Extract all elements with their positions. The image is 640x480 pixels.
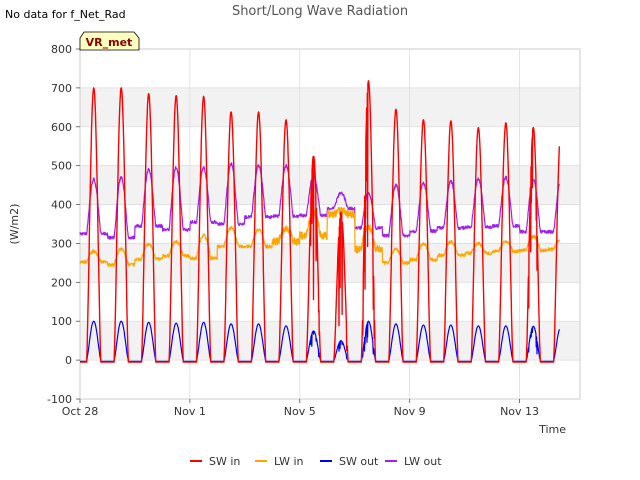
chart-title: Short/Long Wave Radiation bbox=[232, 4, 408, 19]
y-tick-label: -100 bbox=[47, 393, 72, 406]
y-tick-label: 500 bbox=[51, 160, 72, 173]
x-tick-label: Nov 13 bbox=[500, 405, 539, 418]
band bbox=[80, 321, 580, 361]
y-tick-label: 100 bbox=[51, 315, 72, 328]
y-axis-label: (W/m2) bbox=[8, 204, 21, 245]
vr-met-badge: VR_met bbox=[79, 31, 140, 51]
y-tick-label: 700 bbox=[51, 82, 72, 95]
x-axis-label: Time bbox=[538, 423, 566, 436]
band bbox=[80, 243, 580, 283]
series-line-lw-out bbox=[79, 162, 560, 240]
y-tick-label: 600 bbox=[51, 121, 72, 134]
y-tick-label: 0 bbox=[65, 354, 72, 367]
y-tick-label: 800 bbox=[51, 43, 72, 56]
series-line-sw-out bbox=[79, 320, 560, 362]
badge-shape bbox=[79, 31, 140, 51]
legend-label: SW in bbox=[209, 455, 240, 468]
legend-label: LW out bbox=[404, 455, 442, 468]
series-group bbox=[79, 80, 560, 363]
series-line-sw-in bbox=[79, 80, 560, 363]
y-tick-label: 300 bbox=[51, 237, 72, 250]
badge-label: VR_met bbox=[86, 36, 133, 49]
x-tick-label: Nov 9 bbox=[394, 405, 426, 418]
no-data-note: No data for f_Net_Rad bbox=[5, 8, 126, 21]
x-tick-label: Nov 5 bbox=[284, 405, 316, 418]
band bbox=[80, 87, 580, 127]
legend-label: SW out bbox=[339, 455, 379, 468]
legend: SW in LW in SW out LW out bbox=[190, 455, 442, 468]
x-axis: Oct 28 Nov 1 Nov 5 Nov 9 Nov 13 bbox=[62, 399, 539, 418]
band bbox=[80, 165, 580, 205]
x-tick-label: Nov 1 bbox=[174, 405, 206, 418]
y-tick-label: 200 bbox=[51, 276, 72, 289]
legend-label: LW in bbox=[274, 455, 304, 468]
plot-frame bbox=[79, 48, 581, 400]
x-tick-label: Oct 28 bbox=[62, 405, 99, 418]
y-tick-label: 400 bbox=[51, 199, 72, 212]
series-line-lw-in bbox=[79, 206, 560, 267]
y-axis: -100 0 100 200 300 400 500 600 700 800 bbox=[47, 43, 80, 406]
